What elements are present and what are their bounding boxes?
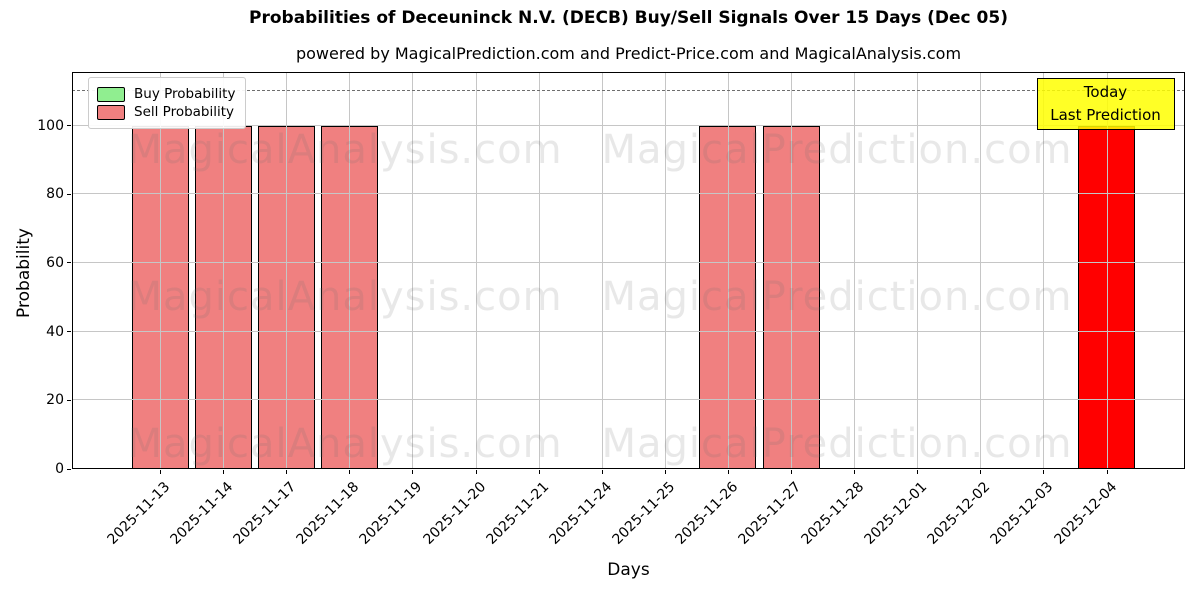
watermark-magicalanalysis: MagicalAnalysis.com [127,421,563,467]
x-axis-label: Days [607,560,650,580]
horizontal-gridline [72,399,1185,401]
watermark-magicalanalysis: MagicalAnalysis.com [127,274,563,320]
x-tick-label: 2025-11-13 [104,479,174,548]
y-tick-mark [67,331,71,333]
vertical-gridline [412,72,414,469]
x-tick-mark [160,470,161,474]
watermark-magicalprediction: MagicalPrediction.com [601,274,1073,320]
horizontal-gridline [72,193,1185,195]
y-tick-mark [67,399,71,401]
x-tick-mark [791,470,792,474]
today-last-prediction-label: Today Last Prediction [1036,78,1175,130]
x-tick-label: 2025-11-26 [672,479,742,548]
x-tick-label: 2025-11-19 [356,479,426,548]
vertical-gridline [854,72,856,469]
vertical-gridline [349,72,351,469]
today-label-line1: Today [1083,82,1128,101]
today-label-line2: Last Prediction [1050,106,1161,124]
watermark-magicalprediction: MagicalPrediction.com [601,127,1073,173]
x-tick-mark [664,470,666,474]
x-tick-mark [917,470,919,474]
x-tick-mark [412,470,414,474]
x-tick-label: 2025-11-28 [798,479,868,548]
plot-area: MagicalAnalysis.com MagicalPrediction.com… [72,72,1185,469]
legend-item: Sell Probability [97,104,235,120]
horizontal-gridline [72,330,1185,332]
x-tick-mark [727,470,729,474]
vertical-gridline [664,72,666,469]
x-tick-mark [854,470,856,474]
x-tick-label: 2025-11-25 [609,479,679,548]
x-tick-mark [475,470,477,474]
legend-item-label: Buy Probability [134,86,236,102]
vertical-gridline [727,72,729,469]
vertical-gridline [538,72,540,469]
y-tick-mark [67,468,71,470]
y-tick-label: 60 [46,254,64,271]
y-tick-label: 20 [46,392,64,409]
vertical-gridline [791,72,792,469]
x-tick-label: 2025-11-14 [167,479,237,548]
y-tick-label: 80 [46,186,64,203]
watermark-magicalprediction: MagicalPrediction.com [601,421,1073,467]
x-tick-label: 2025-12-04 [1050,479,1120,548]
vertical-gridline [1106,72,1108,469]
vertical-gridline [223,72,225,469]
horizontal-gridline [72,124,1185,126]
vertical-gridline [601,72,603,469]
x-tick-label: 2025-12-03 [987,479,1057,548]
legend-swatch [97,104,125,120]
y-tick-label: 100 [37,117,64,134]
legend: Buy Probability Sell Probability [88,77,247,129]
vertical-gridline [475,72,477,469]
chart-title: Probabilities of Deceuninck N.V. (DECB) … [249,8,1008,28]
legend-item-label: Sell Probability [134,104,235,120]
x-tick-mark [286,470,288,474]
x-tick-mark [1106,470,1108,474]
y-tick-label: 40 [46,323,64,340]
x-tick-mark [980,470,982,474]
vertical-gridline [917,72,919,469]
x-tick-label: 2025-11-27 [735,479,805,548]
x-tick-label: 2025-11-21 [483,479,552,548]
x-tick-label: 2025-12-02 [924,479,994,548]
x-tick-label: 2025-12-01 [861,479,931,548]
vertical-gridline [980,72,982,469]
y-tick-mark [67,193,71,195]
x-tick-mark [601,470,603,474]
legend-item: Buy Probability [97,86,235,102]
x-tick-mark [1043,470,1045,474]
vertical-gridline [1043,72,1045,469]
x-tick-label: 2025-11-17 [230,479,300,548]
vertical-gridline [160,72,161,469]
x-tick-label: 2025-11-18 [293,479,363,548]
y-tick-label: 0 [55,461,64,477]
x-tick-label: 2025-11-24 [546,479,616,548]
y-axis-label: Probability [14,228,34,318]
legend-swatch [97,86,125,102]
x-tick-mark [349,470,351,474]
x-tick-mark [223,470,225,474]
watermark-magicalanalysis: MagicalAnalysis.com [127,127,563,173]
y-tick-mark [67,125,71,127]
horizontal-gridline [72,261,1185,263]
threshold-dashed-line [72,90,1185,92]
y-tick-mark [67,262,71,264]
vertical-gridline [286,72,288,469]
chart-subtitle: powered by MagicalPrediction.com and Pre… [295,44,962,63]
x-tick-mark [538,470,540,474]
x-tick-label: 2025-11-20 [419,479,489,548]
